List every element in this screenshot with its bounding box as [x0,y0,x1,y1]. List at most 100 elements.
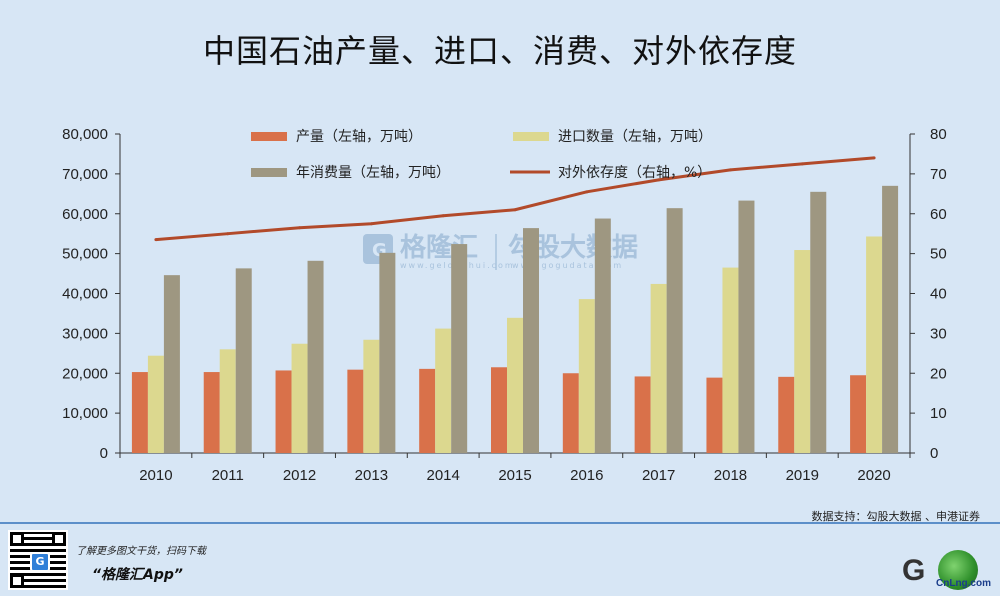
bar-production [275,370,292,453]
bar-production [778,376,795,453]
x-tick-label: 2015 [498,467,531,484]
legend: 产量（左轴，万吨） 进口数量（左轴，万吨） 年消费量（左轴，万吨） 对外依存度（… [251,129,712,181]
dependency-point [154,238,158,242]
globe-icon [938,550,978,590]
legend-swatch-consumption [251,168,287,177]
y-left-tick-label: 80,000 [62,126,108,143]
footer-divider [0,522,1000,524]
dependency-point [585,190,589,194]
y-left-tick-label: 70,000 [62,166,108,183]
legend-label-production: 产量（左轴，万吨） [296,129,422,145]
y-right-tick-label: 0 [930,445,938,462]
bar-imports [650,283,667,453]
y-right-tick-label: 40 [930,286,947,303]
bar-consumption [307,260,324,453]
dependency-point [800,162,804,166]
legend-label-imports: 进口数量（左轴，万吨） [558,129,712,145]
bar-production [850,375,867,453]
bars [131,185,899,453]
x-tick-label: 2013 [355,467,388,484]
bar-consumption [451,244,468,453]
legend-label-consumption: 年消费量（左轴，万吨） [296,165,450,181]
chart-title: 中国石油产量、进口、消费、对外依存度 [202,32,797,70]
x-tick-label: 2020 [857,467,890,484]
bar-imports [578,299,595,453]
bar-imports [722,267,739,453]
y-right-tick-label: 50 [930,246,947,263]
bar-consumption [594,218,611,453]
bar-imports [147,355,164,453]
y-right-tick-label: 20 [930,365,947,382]
qr-corner-bl [10,574,24,588]
x-tick-label: 2011 [212,467,244,484]
watermark-data-sub: www.gogudata.com [512,261,623,270]
dependency-point [657,178,661,182]
bar-imports [291,343,308,453]
bar-consumption [810,191,827,453]
x-tick-label: 2019 [786,467,819,484]
dependency-point [728,168,732,172]
bar-production [562,373,579,453]
y-right-tick-label: 80 [930,126,947,143]
logo-letter: G [902,554,926,587]
y-right-tick-label: 30 [930,325,947,342]
legend-label-dependency: 对外依存度（右轴，%） [558,165,711,181]
qr-corner-tl [10,532,24,546]
y-left-tick-label: 10,000 [62,405,108,422]
y-right-tick-label: 10 [930,405,947,422]
qr-code[interactable]: G [8,530,68,590]
bar-production [706,377,723,453]
promo-text: 了解更多图文干货，扫码下载 [76,546,206,557]
bar-consumption [882,185,899,453]
promo-app-name: “格隆汇App” [92,567,183,583]
x-tick-label: 2014 [426,467,459,484]
bar-consumption [379,252,396,453]
x-tick-label: 2017 [642,467,675,484]
y-left-tick-label: 40,000 [62,286,108,303]
qr-logo-icon: G [30,552,50,572]
legend-swatch-imports [513,132,549,141]
bar-imports [507,317,523,453]
dependency-line-group [154,156,876,242]
bar-production [347,369,364,453]
dependency-point [872,156,876,160]
bar-production [203,372,220,453]
bar-imports [363,339,380,453]
logo-text: CnLng.com [936,578,991,589]
y-right-tick-label: 60 [930,206,947,223]
bar-imports [219,349,236,453]
dependency-point [513,208,517,212]
axes: 0 10,000 20,000 30,000 40,000 50,000 60,000 70,… [62,126,947,484]
bar-imports [435,328,452,453]
x-tick-label: 2018 [714,467,747,484]
dependency-point [369,222,373,226]
data-source: 数据支持：勾股大数据 、申港证券 [811,510,981,523]
bar-imports [866,236,883,453]
bar-production [419,368,436,453]
brand-logo: G CnLng.com [902,548,994,592]
bar-consumption [235,268,252,453]
x-tick-label: 2010 [139,467,172,484]
bar-consumption [738,200,755,453]
y-left-tick-label: 60,000 [62,206,108,223]
y-left-tick-label: 30,000 [62,325,108,342]
dependency-point [298,226,302,230]
bar-production [131,372,148,453]
dependency-point [226,232,230,236]
x-tick-label: 2016 [570,467,603,484]
y-left-tick-label: 20,000 [62,365,108,382]
bar-consumption [163,275,180,453]
qr-corner-tr [52,532,66,546]
bar-production [634,376,651,453]
y-left-tick-label: 0 [100,445,108,462]
x-tick-label: 2012 [283,467,316,484]
y-right-tick-label: 70 [930,166,947,183]
bar-imports [794,250,811,453]
bar-production [491,367,507,453]
dependency-point [441,214,445,218]
y-left-tick-label: 50,000 [62,246,108,263]
bar-consumption [523,228,539,453]
bar-consumption [666,208,683,453]
legend-swatch-production [251,132,287,141]
